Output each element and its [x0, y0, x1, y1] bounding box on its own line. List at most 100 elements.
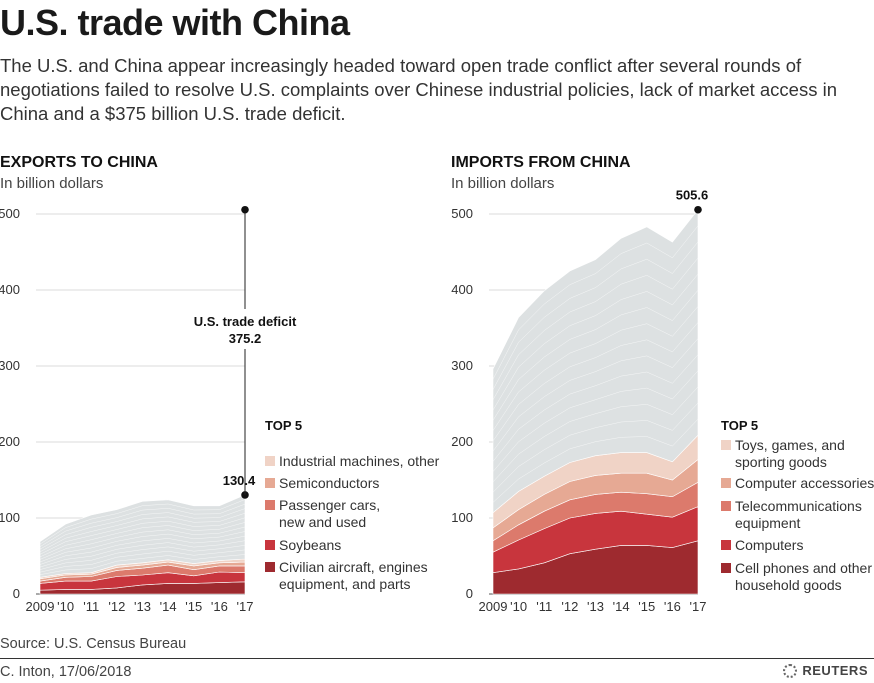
- trade-deficit-label: U.S. trade deficit: [194, 314, 297, 329]
- exports-legend-swatch: [265, 500, 275, 510]
- trade-deficit-value: 375.2: [229, 331, 262, 346]
- reuters-logo-icon: [783, 664, 798, 678]
- imports-legend-label: Toys, games, and sporting goods: [735, 437, 845, 470]
- exports-legend-label: Civilian aircraft, engines equipment, and…: [279, 559, 428, 592]
- exports-other-stratum: [39, 540, 246, 568]
- imports-other-stratum: [492, 354, 699, 462]
- exports-legend-label: Passenger cars, new and used: [279, 497, 380, 530]
- imports-x-tick-label: '10: [510, 599, 527, 614]
- exports-other-stratum: [39, 526, 246, 560]
- credit-line: C. Inton, 17/06/2018: [0, 664, 132, 680]
- exports-legend-label: Semiconductors: [279, 475, 379, 491]
- trade-deficit-top-marker: [241, 205, 249, 214]
- imports-legend-swatch: [721, 501, 731, 511]
- imports-series-area-6: [492, 208, 699, 514]
- exports-x-tick-label: '12: [108, 599, 125, 614]
- imports-legend-label: Telecommunications equipment: [735, 498, 862, 531]
- exports-y-tick-label: 100: [0, 510, 20, 525]
- imports-legend-swatch: [721, 563, 731, 573]
- imports-heading: IMPORTS FROM CHINA: [451, 154, 631, 171]
- exports-y-tick-label: 200: [0, 434, 20, 449]
- exports-y-tick-label: 400: [0, 282, 20, 297]
- imports-x-tick-label: '11: [536, 599, 552, 614]
- imports-other-stratum: [492, 290, 699, 421]
- exports-x-tick-label: '14: [160, 599, 177, 614]
- exports-other-stratum: [39, 545, 246, 570]
- exports-other-stratum: [39, 549, 246, 573]
- exports-x-tick-label: '11: [83, 599, 99, 614]
- exports-legend-swatch: [265, 540, 275, 550]
- exports-legend-label: Industrial machines, other: [279, 453, 440, 469]
- imports-other-stratum: [492, 322, 699, 442]
- imports-other-stratum: [492, 225, 699, 380]
- exports-other-stratum: [39, 554, 246, 575]
- exports-heading: EXPORTS TO CHINA: [0, 154, 158, 171]
- imports-x-tick-label: 2009: [479, 599, 508, 614]
- exports-series-area-6: [39, 494, 246, 578]
- imports-other-stratum: [492, 418, 699, 503]
- exports-y-tick-label: 0: [13, 586, 20, 601]
- imports-y-tick-label: 400: [451, 282, 473, 297]
- exports-x-tick-label: 2009: [26, 599, 55, 614]
- exports-other-stratum: [39, 535, 246, 565]
- exports-legend-swatch: [265, 478, 275, 488]
- imports-y-tick-label: 0: [466, 586, 473, 601]
- imports-x-tick-label: '14: [613, 599, 630, 614]
- exports-legend-title: TOP 5: [265, 418, 302, 433]
- imports-y-tick-label: 300: [451, 358, 473, 373]
- source-note: Source: U.S. Census Bureau: [0, 636, 187, 652]
- imports-legend-swatch: [721, 540, 731, 550]
- exports-endpoint-label: 130.4: [223, 473, 256, 488]
- exports-other-stratum: [39, 517, 246, 555]
- exports-x-tick-label: '17: [237, 599, 254, 614]
- imports-x-tick-label: '12: [561, 599, 578, 614]
- reuters-logo-text: REUTERS: [802, 663, 868, 678]
- page-subtitle: The U.S. and China appear increasingly h…: [0, 55, 838, 124]
- exports-legend-swatch: [265, 562, 275, 572]
- exports-unit-label: In billion dollars: [0, 175, 104, 192]
- imports-legend-title: TOP 5: [721, 418, 758, 433]
- imports-y-tick-label: 500: [451, 206, 473, 221]
- exports-x-tick-label: '15: [185, 599, 202, 614]
- page-title: U.S. trade with China: [0, 2, 350, 43]
- exports-x-tick-label: '16: [211, 599, 228, 614]
- imports-other-stratum: [492, 386, 699, 483]
- imports-x-tick-label: '17: [690, 599, 707, 614]
- imports-legend-label: Cell phones and other household goods: [735, 560, 872, 593]
- imports-other-stratum: [492, 273, 699, 411]
- exports-other-stratum: [39, 499, 246, 545]
- footer-divider: [0, 658, 874, 659]
- exports-legend-label: Soybeans: [279, 537, 341, 553]
- imports-x-tick-label: '16: [664, 599, 681, 614]
- exports-other-stratum: [39, 512, 246, 553]
- imports-unit-label: In billion dollars: [451, 175, 555, 192]
- imports-other-stratum: [492, 338, 699, 452]
- exports-x-tick-label: '10: [57, 599, 74, 614]
- imports-y-tick-label: 200: [451, 434, 473, 449]
- exports-other-stratum: [39, 531, 246, 563]
- imports-endpoint-marker: [694, 205, 702, 214]
- imports-other-stratum: [492, 306, 699, 431]
- imports-x-tick-label: '15: [638, 599, 655, 614]
- exports-x-tick-label: '13: [134, 599, 151, 614]
- imports-x-tick-label: '13: [587, 599, 604, 614]
- imports-endpoint-label: 505.6: [676, 188, 709, 203]
- exports-other-stratum: [39, 508, 246, 550]
- exports-y-tick-label: 500: [0, 206, 20, 221]
- exports-legend-swatch: [265, 456, 275, 466]
- imports-other-stratum: [492, 402, 699, 493]
- imports-legend-label: Computers: [735, 537, 803, 553]
- imports-legend-swatch: [721, 440, 731, 450]
- imports-legend-swatch: [721, 478, 731, 488]
- imports-y-tick-label: 100: [451, 510, 473, 525]
- imports-legend-label: Computer accessories: [735, 475, 874, 491]
- exports-y-tick-label: 300: [0, 358, 20, 373]
- imports-other-stratum: [492, 241, 699, 390]
- exports-other-stratum: [39, 522, 246, 558]
- exports-other-stratum: [39, 503, 246, 547]
- reuters-logo: REUTERS: [783, 663, 868, 678]
- trade-deficit-label-backdrop: [187, 309, 303, 349]
- imports-other-stratum: [492, 257, 699, 400]
- imports-other-stratum: [492, 370, 699, 472]
